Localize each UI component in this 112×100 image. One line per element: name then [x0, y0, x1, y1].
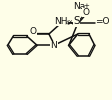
Text: =O: =O [94, 18, 109, 26]
Text: N: N [50, 41, 57, 50]
Text: S: S [73, 16, 79, 26]
Text: O: O [82, 8, 89, 17]
Text: +: + [82, 2, 88, 8]
Text: ///: /// [65, 19, 71, 24]
Text: O: O [29, 28, 36, 36]
Text: Na: Na [72, 2, 84, 11]
Text: NH: NH [53, 17, 67, 26]
